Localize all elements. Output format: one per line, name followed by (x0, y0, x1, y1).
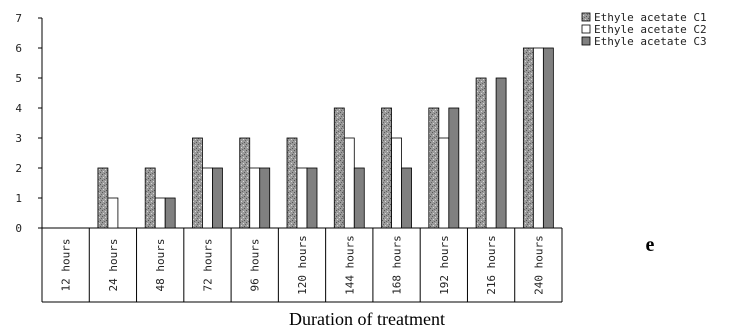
bars (97, 47, 554, 229)
axes (41, 18, 563, 303)
bar-2-6 (296, 167, 308, 229)
y-tick-label: 5 (15, 72, 22, 85)
bar-3-10 (495, 77, 507, 229)
y-tick-label: 1 (15, 192, 22, 205)
bar-2-4 (202, 167, 213, 229)
legend-swatch (581, 36, 591, 46)
bar-2-3 (154, 197, 166, 229)
bar-1-5 (239, 137, 251, 229)
bar-1-4 (192, 137, 203, 229)
bar-1-10 (475, 77, 487, 229)
bar-3-9 (448, 107, 460, 229)
bar-2-7 (343, 137, 355, 229)
category-label: 168 hours (391, 235, 404, 295)
bar-1-3 (144, 167, 156, 229)
category-label: 48 hours (154, 239, 167, 292)
bar-1-9 (428, 107, 440, 229)
category-label: 72 hours (201, 239, 214, 292)
bar-1-6 (286, 137, 298, 229)
bar-3-4 (212, 167, 223, 229)
legend-label: Ethyle acetate C1 (594, 11, 707, 24)
legend-label: Ethyle acetate C2 (594, 23, 707, 36)
legend-swatch (581, 24, 591, 34)
bar-3-11 (542, 47, 554, 229)
bar-1-2 (97, 167, 109, 229)
category-label: 96 hours (249, 239, 262, 292)
bar-3-5 (259, 167, 271, 229)
y-tick-label: 3 (15, 132, 22, 145)
bar-1-7 (333, 107, 345, 229)
bar-3-6 (306, 167, 318, 229)
bar-1-11 (522, 47, 534, 229)
category-label: 192 hours (438, 235, 451, 295)
y-tick-label: 6 (15, 42, 22, 55)
category-label: 12 hours (60, 239, 73, 292)
panel-label: e (646, 234, 655, 256)
category-label: 144 hours (343, 235, 356, 295)
bar-3-8 (401, 167, 412, 229)
bar-3-7 (353, 167, 365, 229)
y-tick-label: 2 (15, 162, 22, 175)
bar-2-2 (107, 197, 119, 229)
bar-1-8 (381, 107, 392, 229)
x-axis-label: Duration of treatment (289, 309, 445, 329)
bar-2-8 (391, 137, 402, 229)
category-label: 24 hours (107, 239, 120, 292)
y-tick-label: 7 (15, 12, 22, 25)
y-tick-labels: 0 1 2 3 4 5 6 7 (15, 12, 42, 235)
legend-swatch (581, 12, 591, 22)
category-label: 240 hours (532, 235, 545, 295)
category-label: 216 hours (485, 235, 498, 295)
y-tick-label: 4 (15, 102, 22, 115)
x-tick-labels: 12 hours 24 hours 48 hours 72 hours 96 hours… (60, 235, 546, 295)
bar-3-3 (164, 197, 176, 229)
bar-2-11 (532, 47, 544, 229)
bar-2-9 (438, 137, 450, 229)
category-label: 120 hours (296, 235, 309, 295)
bar-2-5 (249, 167, 261, 229)
y-tick-label: 0 (15, 222, 22, 235)
legend-label: Ethyle acetate C3 (594, 35, 707, 48)
